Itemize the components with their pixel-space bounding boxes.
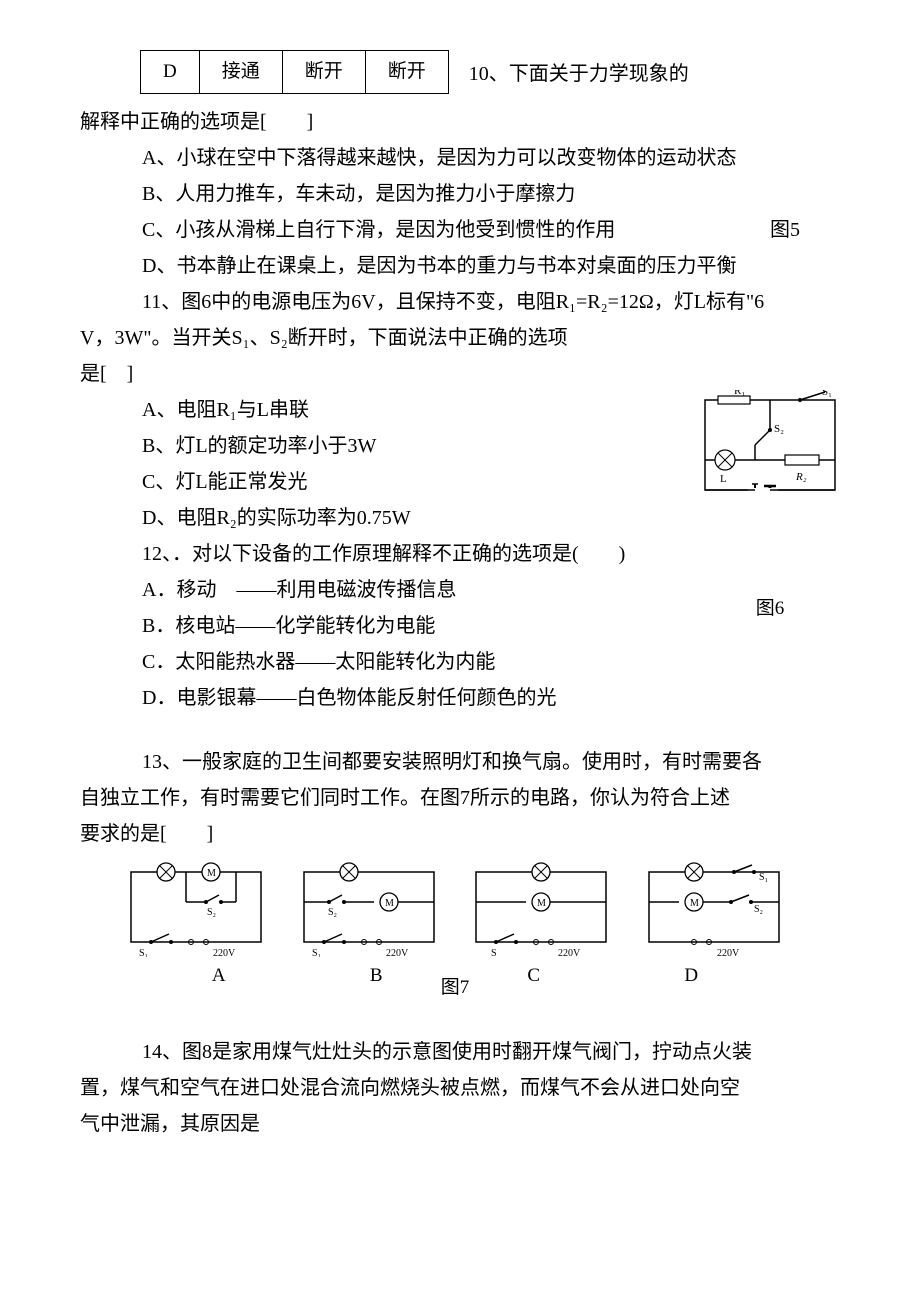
- circuit-D: S₁ M S₂ 220V: [639, 862, 789, 957]
- svg-text:S: S: [491, 948, 497, 957]
- svg-text:S₁: S₁: [759, 872, 768, 883]
- q14-p2: 置，煤气和空气在进口处混合流向燃烧头被点燃，而煤气不会从进口处向空: [80, 1070, 830, 1106]
- svg-text:R₁: R₁: [734, 390, 745, 397]
- q10-cont: 解释中正确的选项是[ ]: [80, 104, 830, 140]
- svg-text:220V: 220V: [717, 948, 740, 957]
- q10-D: D、书本静止在课桌上，是因为书本的重力与书本对桌面的压力平衡: [80, 248, 830, 284]
- svg-text:S₂: S₂: [774, 423, 784, 435]
- svg-text:S₁: S₁: [312, 948, 321, 957]
- label-A: A: [140, 959, 298, 993]
- svg-text:R₂: R₂: [795, 471, 807, 483]
- svg-text:M: M: [207, 868, 216, 879]
- svg-text:M: M: [537, 898, 546, 909]
- cell-d: D: [141, 51, 200, 94]
- q11-cont2: 是[ ]: [80, 356, 830, 392]
- q10-B: B、人用力推车，车未动，是因为推力小于摩擦力: [80, 176, 830, 212]
- circuit-C: M S 220V: [466, 862, 616, 957]
- svg-text:M: M: [385, 898, 394, 909]
- q12-D: D．电影银幕——白色物体能反射任何颜色的光: [80, 680, 830, 716]
- label-C: C: [455, 959, 613, 993]
- q12-C: C．太阳能热水器——太阳能转化为内能: [80, 644, 830, 680]
- table-row-d: D 接通 断开 断开: [140, 50, 449, 94]
- svg-text:S₂: S₂: [328, 907, 337, 918]
- svg-text:L: L: [720, 473, 727, 485]
- svg-text:220V: 220V: [386, 948, 409, 957]
- q13-p1: 13、一般家庭的卫生间都要安装照明灯和换气扇。使用时，有时需要各: [80, 744, 830, 780]
- q11-cont1: V，3W"。当开关S₁、S₂断开时，下面说法中正确的选项: [80, 320, 830, 356]
- svg-text:220V: 220V: [213, 948, 236, 957]
- q14-p3: 气中泄漏，其原因是: [80, 1106, 830, 1142]
- circuit-B: S₂ M S₁ 220V: [294, 862, 444, 957]
- q10-A: A、小球在空中下落得越来越快，是因为力可以改变物体的运动状态: [80, 140, 830, 176]
- cell-off1: 断开: [282, 51, 365, 94]
- circuit-figure-6: R₁ S₁ S₂ L R₂ 图6: [700, 390, 840, 626]
- circuit-A: M S₂ S₁ 220V: [121, 862, 271, 957]
- q10-C-text: C、小孩从滑梯上自行下滑，是因为他受到惯性的作用: [142, 219, 615, 241]
- cell-off2: 断开: [365, 51, 448, 94]
- q13-p3: 要求的是[ ]: [80, 816, 830, 852]
- q13-p2: 自独立工作，有时需要它们同时工作。在图7所示的电路，你认为符合上述: [80, 780, 830, 816]
- q11-lead: 11、图6中的电源电压为6V，且保持不变，电阻R₁=R₂=12Ω，灯L标有"6: [80, 284, 830, 320]
- fig6-label: 图6: [700, 592, 840, 626]
- svg-text:S₂: S₂: [207, 907, 216, 918]
- svg-text:M: M: [690, 898, 699, 909]
- svg-text:S₁: S₁: [139, 948, 148, 957]
- q10-C: C、小孩从滑梯上自行下滑，是因为他受到惯性的作用 图5: [80, 212, 830, 248]
- label-B: B: [298, 959, 456, 993]
- svg-text:220V: 220V: [558, 948, 581, 957]
- q10-lead: 10、下面关于力学现象的: [469, 50, 689, 92]
- circuit-options: M S₂ S₁ 220V S₂ M: [110, 862, 800, 957]
- q14-p1: 14、图8是家用煤气灶灶头的示意图使用时翻开煤气阀门，拧动点火装: [80, 1034, 830, 1070]
- fig5-label: 图5: [708, 212, 800, 248]
- svg-text:S₂: S₂: [754, 904, 763, 915]
- label-D: D: [613, 959, 771, 993]
- svg-text:S₁: S₁: [822, 390, 832, 398]
- cell-on: 接通: [199, 51, 282, 94]
